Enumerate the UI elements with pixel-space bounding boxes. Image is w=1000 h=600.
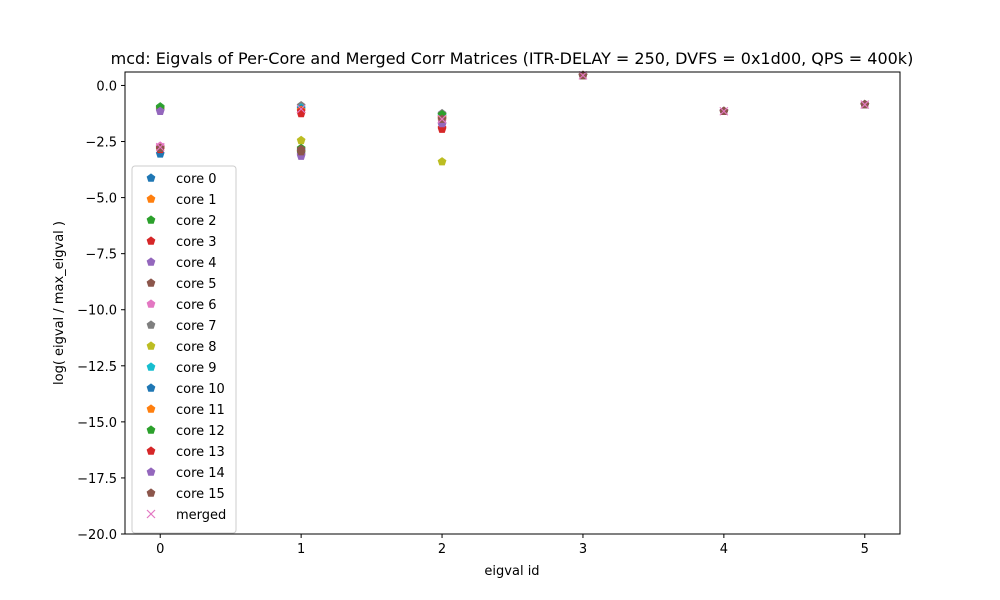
x-tick-label: 3	[579, 542, 587, 557]
legend-marker	[146, 383, 156, 392]
legend-label: core 14	[176, 466, 225, 481]
legend-entry: core 14	[146, 466, 225, 481]
y-tick-label: −7.5	[85, 248, 117, 263]
legend-label: core 1	[176, 193, 217, 208]
data-point	[296, 104, 306, 114]
legend-frame	[131, 165, 237, 534]
y-tick-label: −10.0	[77, 304, 117, 319]
legend-label: core 15	[176, 487, 225, 502]
y-tick-label: −5.0	[85, 192, 117, 207]
legend-label: core 11	[176, 403, 225, 418]
data-marks	[155, 70, 870, 166]
legend-marker	[146, 362, 156, 371]
legend-entry: core 6	[146, 298, 217, 313]
legend-marker	[146, 299, 156, 308]
y-tick-label: −2.5	[85, 136, 117, 151]
series-merged	[155, 70, 870, 152]
legend-marker	[146, 194, 156, 203]
x-tick-label: 1	[297, 542, 305, 557]
data-point	[578, 70, 588, 80]
legend-entry: core 11	[146, 403, 225, 418]
legend-label: core 6	[176, 298, 217, 313]
x-tick-label: 4	[720, 542, 728, 557]
y-axis: 0.0 −2.5 −5.0 −7.5 −10.0 −12.5 −15.0 −17.5 −20.0	[77, 79, 125, 543]
data-point	[296, 135, 306, 145]
legend-entry: core 0	[146, 172, 217, 187]
legend-label: core 9	[176, 361, 217, 376]
data-point	[860, 100, 870, 109]
plot-area: 0 1 2 3 4 5 0.0 −2.5 −5.0 −7.5 −10.0 −12.5 −15.0 −17…	[77, 70, 901, 557]
plot-border	[124, 71, 901, 535]
legend-label: core 13	[176, 445, 225, 460]
legend-entry: core 5	[146, 277, 217, 292]
legend-label: core 4	[176, 256, 217, 271]
y-tick-label: 0.0	[96, 79, 117, 94]
x-axis-label: eigval id	[484, 564, 539, 579]
legend-entry: core 13	[146, 445, 225, 460]
legend-label: core 3	[176, 235, 217, 250]
y-tick-label: −12.5	[77, 360, 117, 375]
legend-label: core 7	[176, 319, 217, 334]
legend-marker	[146, 467, 156, 476]
y-tick-label: −20.0	[77, 528, 117, 543]
legend-entry: core 15	[146, 487, 225, 502]
legend-entry: core 2	[146, 214, 217, 229]
plot-frame	[125, 72, 900, 534]
data-point	[437, 157, 447, 166]
legend-marker	[146, 425, 156, 434]
data-point	[155, 142, 165, 152]
x-axis: 0 1 2 3 4 5	[156, 534, 869, 557]
legend-marker	[146, 236, 156, 245]
y-tick-label: −17.5	[77, 472, 117, 487]
legend-marker	[146, 257, 156, 266]
legend-label: core 2	[176, 214, 217, 229]
legend-entry: core 10	[146, 382, 225, 397]
legend-label: merged	[176, 508, 226, 523]
legend: core 0 core 1 core 2 core 3 core 4 core 5 core…	[131, 165, 237, 534]
legend-entry: core 4	[146, 256, 217, 271]
legend-entry: core 12	[146, 424, 225, 439]
chart-title: mcd: Eigvals of Per-Core and Merged Corr…	[111, 49, 914, 68]
legend-entry: core 8	[146, 340, 217, 355]
legend-marker	[146, 488, 156, 497]
legend-marker	[146, 446, 156, 455]
data-point	[719, 106, 729, 116]
x-tick-label: 0	[156, 542, 164, 557]
legend-label: core 8	[176, 340, 217, 355]
legend-marker	[146, 341, 156, 350]
legend-marker	[146, 320, 156, 329]
legend-marker	[146, 215, 156, 224]
legend-entry: core 9	[146, 361, 217, 376]
legend-entry: core 3	[146, 235, 217, 250]
legend-entry: merged	[146, 508, 226, 523]
y-tick-label: −15.0	[77, 416, 117, 431]
legend-marker	[146, 404, 156, 413]
data-point	[437, 114, 447, 124]
legend-entry: core 7	[146, 319, 217, 334]
x-tick-label: 2	[438, 542, 446, 557]
legend-entry: core 1	[146, 193, 217, 208]
legend-marker	[146, 173, 156, 182]
data-point	[155, 106, 165, 115]
legend-marker	[146, 278, 156, 287]
legend-label: core 12	[176, 424, 225, 439]
legend-marker	[146, 509, 156, 519]
x-tick-label: 5	[861, 542, 869, 557]
data-point	[296, 147, 306, 156]
legend-label: core 10	[176, 382, 225, 397]
y-axis-label: log( eigval / max_eigval )	[52, 221, 67, 385]
legend-label: core 0	[176, 172, 217, 187]
data-point	[296, 106, 306, 115]
legend-label: core 5	[176, 277, 217, 292]
